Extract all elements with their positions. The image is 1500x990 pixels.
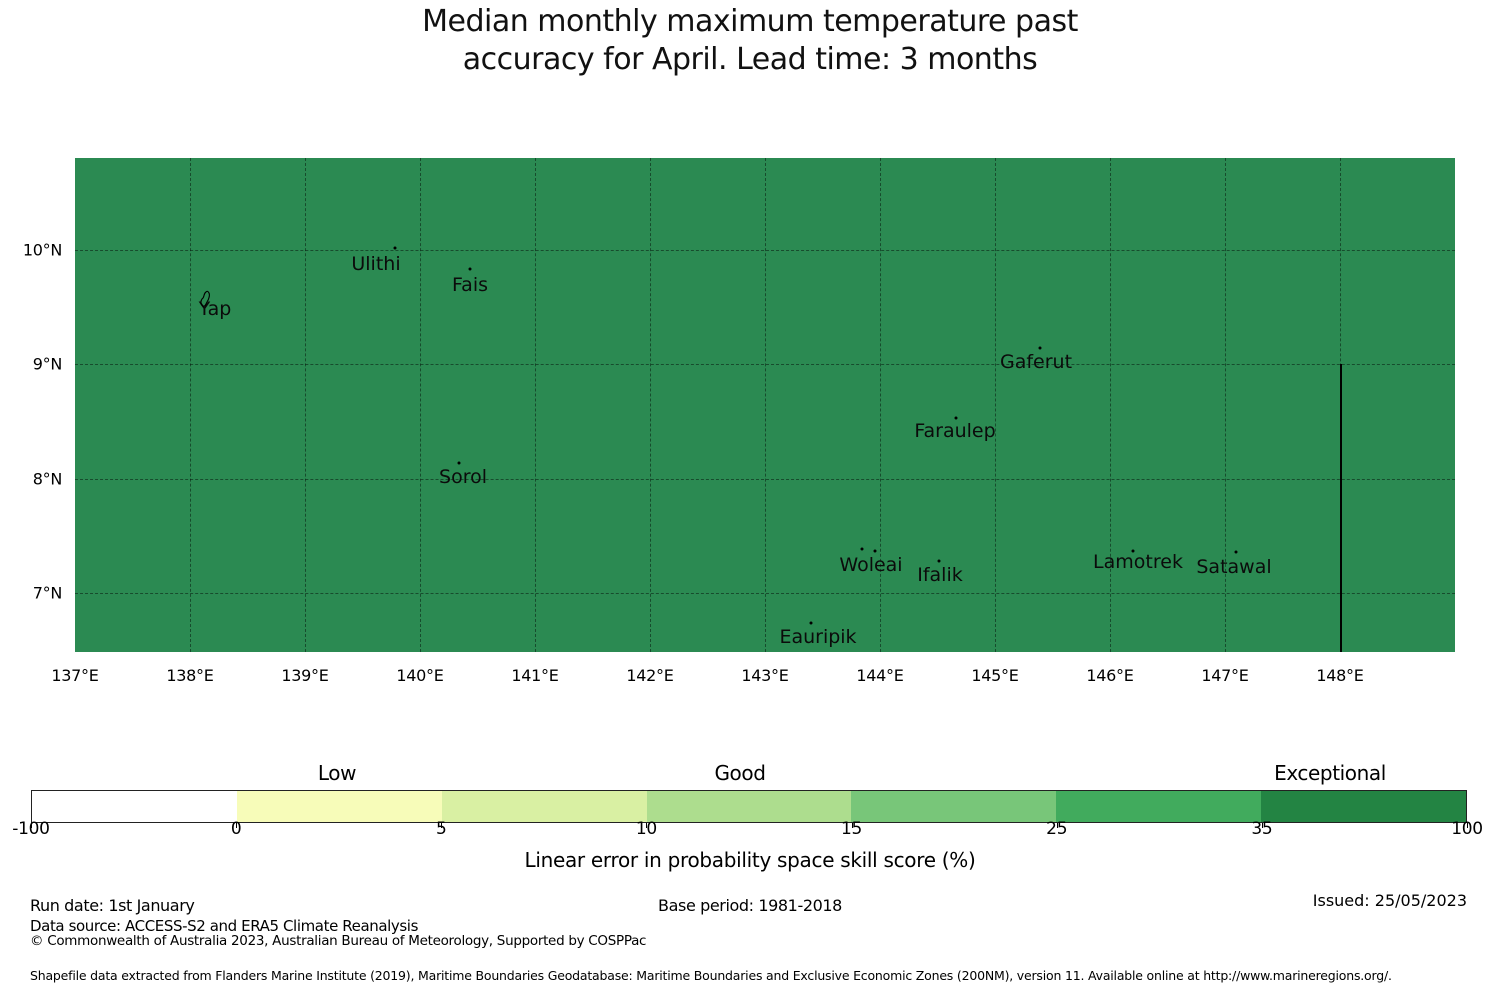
x-axis-tick-label: 138°E: [166, 666, 214, 685]
map-gridline-meridian: [305, 158, 306, 652]
island-label: Ifalik: [917, 564, 963, 586]
island-outline-marker: [198, 290, 214, 310]
colorbar-tick-label: 25: [1046, 819, 1068, 839]
island-label: Sorol: [439, 466, 487, 488]
colorbar-segment: [851, 791, 1057, 822]
map-gridline-meridian: [420, 158, 421, 652]
colorbar-tick-mark: [441, 823, 443, 828]
island-dot-marker: [393, 246, 397, 250]
title-line-2: accuracy for April. Lead time: 3 months: [462, 42, 1038, 77]
colorbar-tick-label: 15: [841, 819, 863, 839]
colorbar-category-label: Low: [317, 761, 357, 785]
x-axis-tick-label: 144°E: [856, 666, 904, 685]
x-axis-tick-label: 139°E: [281, 666, 329, 685]
figure-title: Median monthly maximum temperature past …: [0, 3, 1500, 79]
colorbar-tick-mark: [236, 823, 238, 828]
map-region: Yap Ulithi Fais Sorol Gaferut Faraulep Woleai I…: [75, 158, 1455, 652]
colorbar-axis-label: Linear error in probability space skill …: [524, 848, 976, 872]
island-dot-marker: [873, 549, 877, 553]
x-axis-tick-label: 148°E: [1316, 666, 1364, 685]
x-axis-tick-label: 137°E: [51, 666, 99, 685]
island-label: Faraulep: [914, 420, 996, 442]
island-label: Woleai: [839, 554, 903, 576]
island-label: Satawal: [1196, 556, 1272, 578]
island-dot-marker: [1038, 346, 1042, 350]
island-label: Gaferut: [999, 351, 1073, 373]
eez-boundary-line: [1340, 364, 1342, 652]
issued-date-text: Issued: 25/05/2023: [1312, 891, 1467, 910]
x-axis-tick-label: 142°E: [626, 666, 674, 685]
x-axis-tick-label: 141°E: [511, 666, 559, 685]
copyright-text: © Commonwealth of Australia 2023, Austra…: [30, 933, 647, 949]
island-dot-marker: [457, 461, 461, 465]
colorbar-tick-label: -100: [12, 819, 50, 839]
map-gridline-meridian: [190, 158, 191, 652]
x-axis-tick-label: 143°E: [741, 666, 789, 685]
colorbar-tick-label: 0: [230, 819, 242, 839]
colorbar-segment: [236, 791, 442, 822]
y-axis-tick-label: 7°N: [32, 583, 63, 603]
colorbar-tick-label: 100: [1451, 819, 1483, 839]
map-gridline-parallel: [75, 364, 1455, 366]
colorbar-tick-mark: [1467, 823, 1468, 828]
x-axis-tick-label: 146°E: [1086, 666, 1134, 685]
island-dot-marker: [937, 559, 941, 563]
x-axis-tick-label: 147°E: [1201, 666, 1249, 685]
island-label: Ulithi: [351, 253, 401, 275]
base-period-text: Base period: 1981-2018: [658, 896, 842, 915]
island-dot-marker: [468, 267, 472, 271]
colorbar-tick-mark: [1056, 823, 1058, 828]
colorbar-tick-label: 35: [1251, 819, 1273, 839]
map-gridline-meridian: [880, 158, 881, 652]
map-gridline-parallel: [75, 478, 1455, 480]
island-dot-marker: [809, 621, 813, 625]
y-axis-tick-label: 8°N: [32, 469, 63, 489]
colorbar-tick-mark: [1261, 823, 1263, 828]
colorbar-category-label: Exceptional: [1274, 761, 1386, 785]
colorbar-segment: [1056, 791, 1262, 822]
y-axis-tick-label: 10°N: [22, 240, 62, 260]
run-date-text: Run date: 1st January: [30, 896, 195, 915]
colorbar-segment: [1261, 791, 1467, 822]
shapefile-attribution-text: Shapefile data extracted from Flanders M…: [30, 968, 1392, 983]
map-gridline-parallel: [75, 250, 1455, 251]
colorbar-tick-label: 10: [635, 819, 657, 839]
island-dot-marker: [954, 416, 958, 420]
map-gridline-meridian: [1225, 158, 1226, 652]
island-label: Eauripik: [779, 626, 857, 648]
island-dot-marker: [1131, 549, 1135, 553]
island-label: Fais: [451, 274, 489, 296]
colorbar-tick-mark: [31, 823, 32, 828]
island-dot-marker: [860, 547, 864, 551]
colorbar-segment: [646, 791, 852, 822]
map-gridline-meridian: [1110, 158, 1111, 652]
colorbar-category-label: Good: [714, 761, 766, 785]
map-gridline-meridian: [535, 158, 536, 652]
colorbar-segment: [32, 791, 237, 822]
colorbar-tick-label: 5: [436, 819, 447, 839]
colorbar: [31, 790, 1467, 823]
x-axis-tick-label: 140°E: [396, 666, 444, 685]
x-axis-tick-label: 145°E: [971, 666, 1019, 685]
colorbar-segment: [441, 791, 647, 822]
colorbar-tick-mark: [851, 823, 853, 828]
data-source-text: Data source: ACCESS-S2 and ERA5 Climate …: [30, 917, 418, 935]
island-label: Lamotrek: [1093, 551, 1183, 573]
map-gridline-meridian: [650, 158, 651, 652]
y-axis-tick-label: 9°N: [32, 354, 63, 374]
colorbar-tick-mark: [646, 823, 648, 828]
map-gridline-meridian: [765, 158, 766, 652]
map-gridline-meridian: [995, 158, 996, 652]
map-gridline-parallel: [75, 592, 1455, 594]
title-line-1: Median monthly maximum temperature past: [422, 4, 1078, 39]
island-dot-marker: [1234, 550, 1238, 554]
